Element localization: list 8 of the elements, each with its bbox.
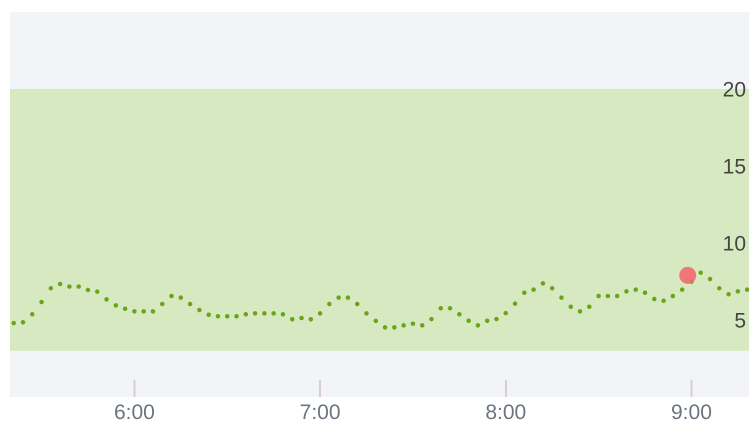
y-tick-label: 15 [722, 155, 746, 178]
y-tick-label: 10 [722, 232, 746, 256]
x-tick-label: 7:00 [300, 401, 341, 424]
x-tick-label: 8:00 [485, 401, 526, 424]
x-tick-label: 6:00 [114, 401, 155, 424]
x-tick-label: 9:00 [671, 401, 712, 424]
y-tick-label: 5 [734, 309, 746, 332]
y-tick-label: 20 [722, 78, 746, 102]
